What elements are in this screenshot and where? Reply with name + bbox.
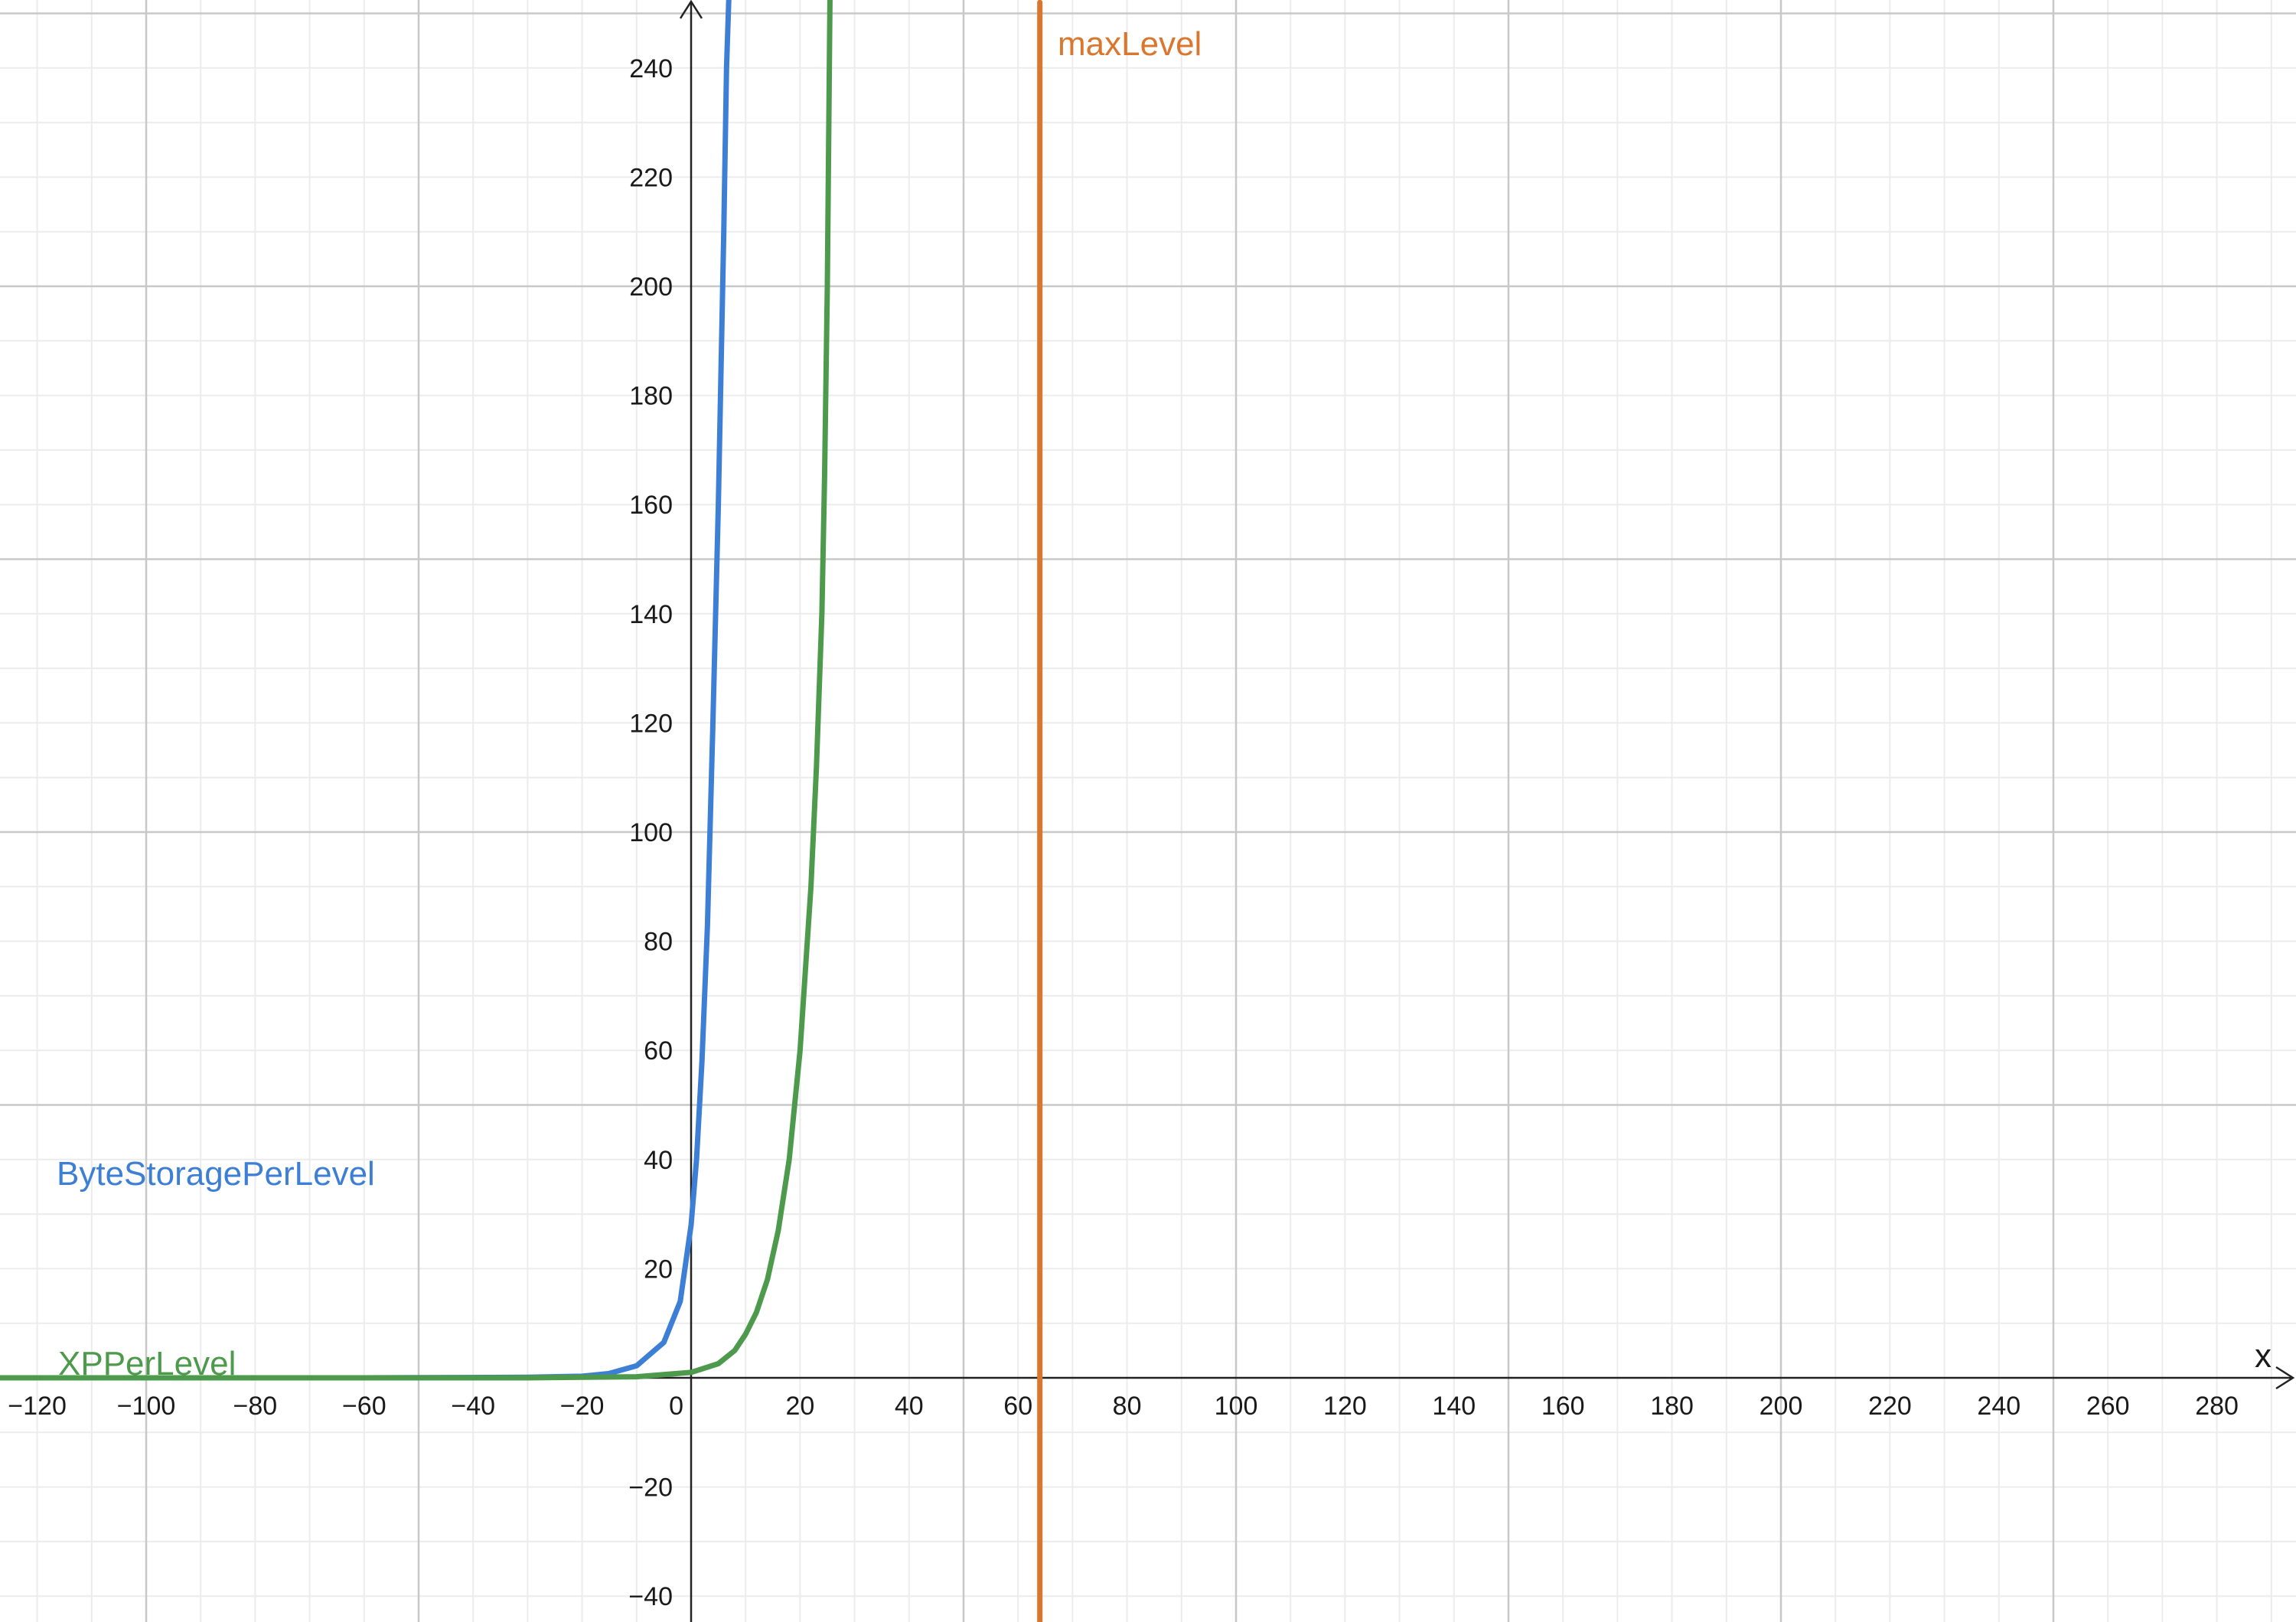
x-tick-label: 200 <box>1760 1392 1803 1421</box>
y-tick-label: 20 <box>644 1255 673 1284</box>
y-tick-label: 180 <box>629 382 673 411</box>
x-tick-label: 260 <box>2086 1392 2130 1421</box>
y-tick-label: 220 <box>629 163 673 192</box>
x-tick-label: 220 <box>1868 1392 1912 1421</box>
x-tick-label: −120 <box>8 1392 67 1421</box>
x-tick-label: −20 <box>560 1392 605 1421</box>
x-tick-label: 0 <box>669 1392 683 1421</box>
x-tick-label: 160 <box>1541 1392 1585 1421</box>
curve-labels: x maxLevel ByteStoragePerLevel XPPerLeve… <box>57 25 2272 1382</box>
y-tick-label: 160 <box>629 491 673 520</box>
x-tick-label: 20 <box>785 1392 814 1421</box>
x-tick-label: −80 <box>233 1392 278 1421</box>
function-curves <box>0 0 1043 1622</box>
y-tick-label: 80 <box>644 928 673 957</box>
y-tick-label: −40 <box>628 1582 673 1611</box>
x-tick-label: −40 <box>451 1392 495 1421</box>
series-label-xpperlevel: XPPerLevel <box>58 1345 236 1382</box>
x-tick-label: −100 <box>117 1392 176 1421</box>
x-axis-label: x <box>2255 1337 2272 1375</box>
x-tick-label: 140 <box>1432 1392 1476 1421</box>
y-tick-label: 140 <box>629 600 673 629</box>
x-tick-label: 120 <box>1323 1392 1367 1421</box>
x-tick-label: 280 <box>2195 1392 2239 1421</box>
x-axis-arrow <box>2275 1366 2295 1390</box>
y-tick-label: 40 <box>644 1146 673 1175</box>
x-tick-label: −60 <box>342 1392 386 1421</box>
series-label-maxlevel: maxLevel <box>1058 25 1202 63</box>
x-tick-label: 100 <box>1215 1392 1258 1421</box>
y-axis-arrow <box>679 0 703 19</box>
x-tick-labels: −120 −100 −80 −60 −40 −20 0 20 40 60 80 100 120 140 16… <box>8 1392 2239 1421</box>
series-line-xpperlevel <box>0 0 833 1381</box>
y-tick-label: 240 <box>629 54 673 83</box>
x-tick-label: 80 <box>1113 1392 1142 1421</box>
x-tick-label: 40 <box>895 1392 924 1421</box>
x-tick-label: 240 <box>1977 1392 2020 1421</box>
x-tick-label: 180 <box>1650 1392 1694 1421</box>
y-tick-label: 200 <box>629 273 673 302</box>
y-tick-label: −20 <box>628 1474 673 1503</box>
y-tick-label: 120 <box>629 709 673 738</box>
y-tick-labels: −40 −20 20 40 60 80 100 120 140 160 180 200 220 240 <box>628 54 673 1611</box>
series-label-bytestorageperlevel: ByteStoragePerLevel <box>57 1155 375 1193</box>
y-tick-label: 60 <box>644 1036 673 1066</box>
x-tick-label: 60 <box>1003 1392 1032 1421</box>
y-tick-label: 100 <box>629 818 673 847</box>
